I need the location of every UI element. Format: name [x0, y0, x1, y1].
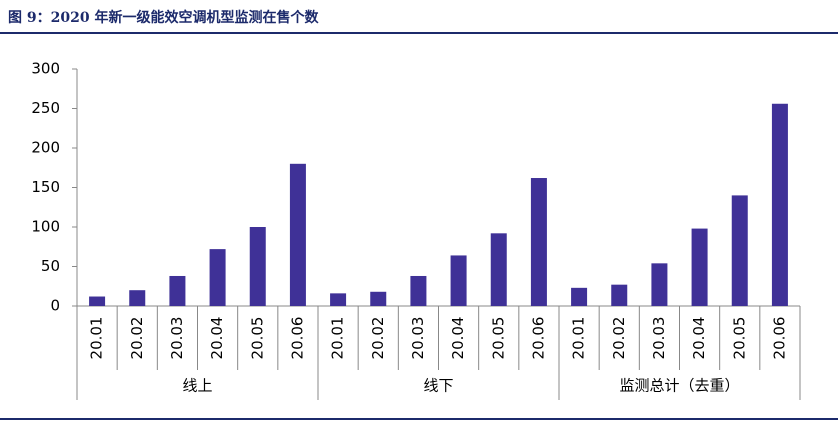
x-tick-label: 20.03 — [650, 317, 668, 360]
bar — [530, 178, 547, 306]
x-tick-label: 20.04 — [449, 317, 467, 360]
bar — [169, 275, 186, 306]
y-tick-label: 0 — [50, 297, 60, 315]
group-label: 监测总计（去重） — [619, 377, 739, 395]
x-tick-label: 20.06 — [529, 317, 547, 360]
x-tick-label: 20.02 — [369, 317, 387, 360]
x-tick-label: 20.05 — [730, 317, 748, 360]
x-tick-label: 20.03 — [409, 317, 427, 360]
x-tick-label: 20.04 — [208, 317, 226, 360]
bar — [571, 287, 588, 306]
y-tick-label: 250 — [31, 99, 60, 117]
bar — [89, 296, 106, 306]
y-tick-label: 50 — [41, 257, 60, 275]
x-tick-label: 20.03 — [168, 317, 186, 360]
bar — [370, 291, 387, 306]
bar — [771, 103, 788, 306]
x-tick-label: 20.02 — [610, 317, 628, 360]
bar — [209, 249, 226, 306]
bar — [611, 284, 628, 306]
group-label: 线下 — [423, 377, 453, 395]
x-tick-label: 20.04 — [690, 317, 708, 360]
y-tick-label: 300 — [31, 60, 60, 78]
bar — [450, 255, 467, 306]
bar — [651, 263, 668, 306]
y-tick-label: 150 — [31, 178, 60, 196]
y-tick-label: 200 — [31, 139, 60, 157]
bar — [330, 293, 347, 306]
x-tick-label: 20.01 — [329, 317, 347, 360]
bar — [410, 275, 427, 306]
x-tick-label: 20.02 — [128, 317, 146, 360]
x-tick-label: 20.01 — [88, 317, 106, 360]
x-tick-label: 20.06 — [770, 317, 788, 360]
x-tick-label: 20.05 — [248, 317, 266, 360]
x-tick-label: 20.05 — [489, 317, 507, 360]
x-tick-label: 20.06 — [288, 317, 306, 360]
bar — [129, 290, 146, 306]
chart-title: 图 9：2020 年新一级能效空调机型监测在售个数 — [8, 9, 319, 26]
bar — [289, 163, 306, 306]
x-tick-label: 20.01 — [570, 317, 588, 360]
bar — [731, 195, 748, 306]
bar — [691, 228, 708, 306]
bar — [490, 233, 507, 306]
y-tick-label: 100 — [31, 218, 60, 236]
group-label: 线上 — [182, 377, 212, 395]
bar — [249, 227, 266, 306]
